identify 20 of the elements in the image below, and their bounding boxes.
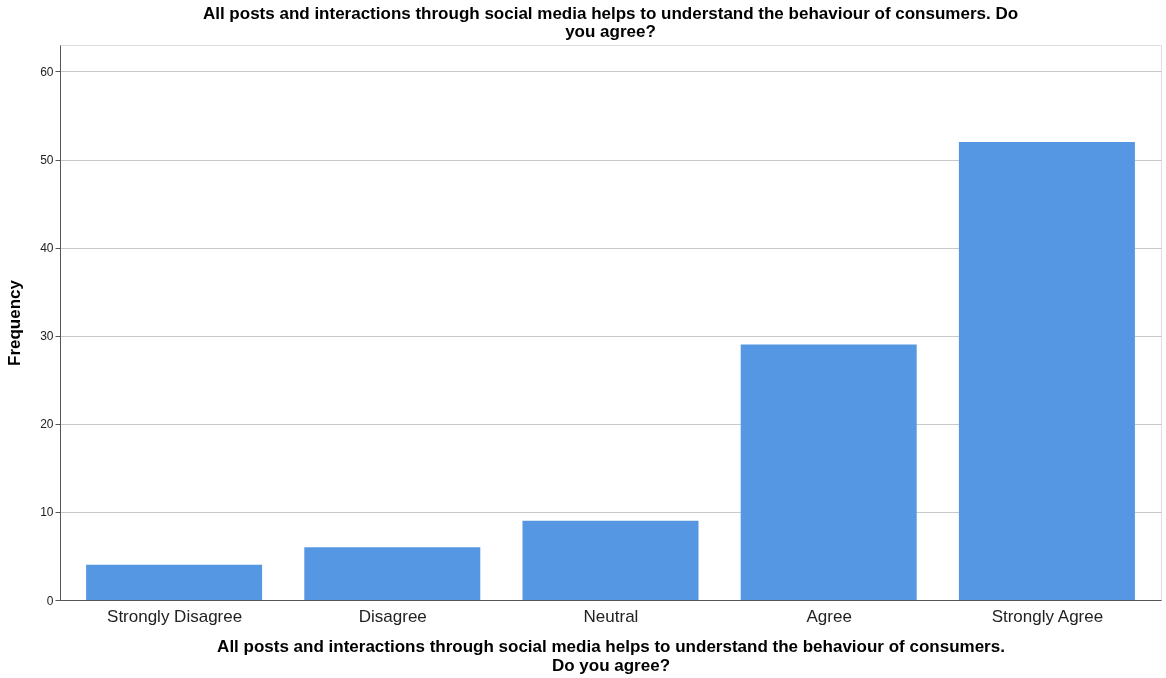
y-tick-label: 30: [40, 329, 54, 344]
bar: [86, 564, 263, 600]
bar: [958, 141, 1135, 600]
x-tick-label: Strongly Agree: [991, 606, 1104, 626]
bar: [304, 547, 481, 600]
y-axis-title: Frequency: [5, 279, 25, 366]
y-tick-label: 50: [40, 153, 54, 168]
x-tick-label: Neutral: [583, 606, 639, 626]
y-tick-label: 0: [46, 593, 54, 608]
bar: [522, 520, 699, 600]
y-tick-label: 20: [40, 417, 54, 432]
x-axis-title: All posts and interactions through social media helps to understand the behaviour of consumers. Do you agree?: [217, 636, 1005, 675]
y-tick-label: 60: [40, 64, 54, 79]
chart-title: All posts and interactions through social media helps to understand the behaviour of consumers. Do you agree?: [202, 4, 1019, 41]
x-tick-label: Strongly Disagree: [107, 606, 243, 626]
bar: [740, 344, 917, 600]
y-tick-label: 40: [40, 241, 54, 256]
x-tick-label: Agree: [806, 606, 852, 626]
x-tick-label: Disagree: [358, 606, 427, 626]
y-tick-label: 10: [40, 505, 54, 520]
